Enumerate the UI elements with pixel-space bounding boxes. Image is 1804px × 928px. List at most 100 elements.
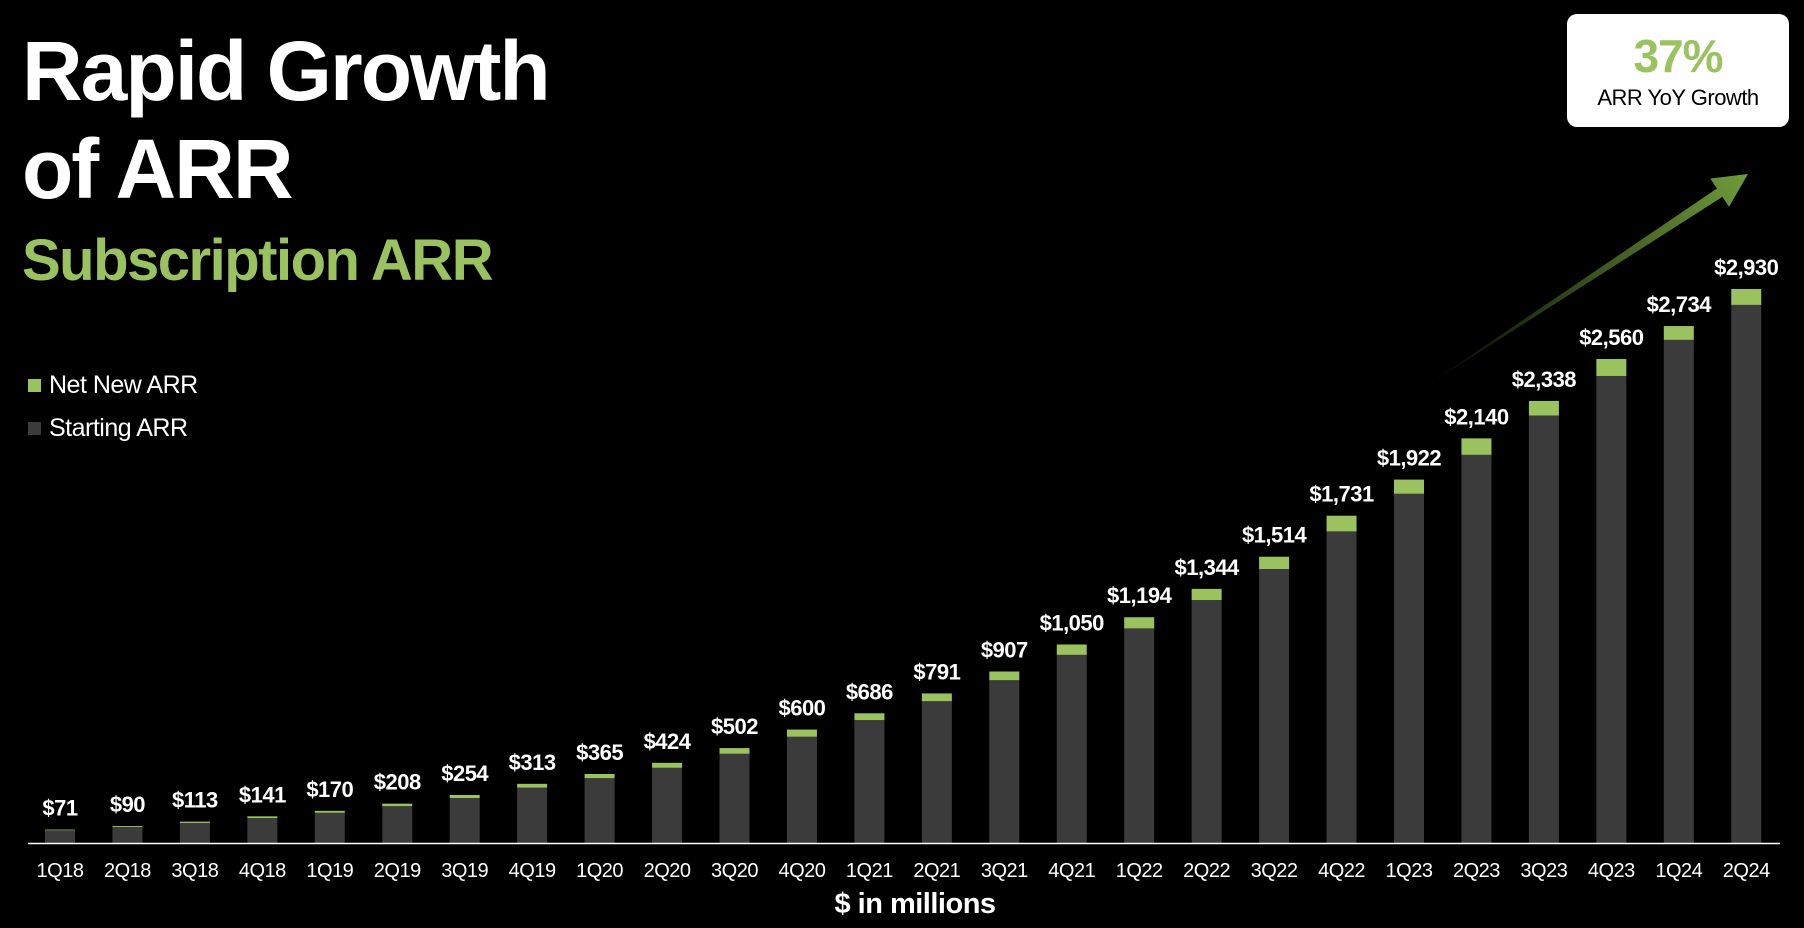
- value-label-1q21: $686: [846, 679, 893, 704]
- x-tick-label-1q20: 1Q20: [576, 860, 623, 882]
- bar-starting-3q21: [989, 680, 1020, 843]
- bar-starting-4q22: [1326, 531, 1357, 843]
- x-tick-label-3q20: 3Q20: [711, 860, 758, 882]
- value-label-4q19: $313: [509, 750, 556, 775]
- bar-net-new-2q22: [1191, 588, 1222, 601]
- bar-starting-1q19: [314, 812, 345, 843]
- bar-net-new-1q20: [584, 773, 615, 779]
- bar-starting-2q21: [921, 701, 952, 843]
- growth-badge-value: 37%: [1633, 29, 1723, 82]
- value-label-1q20: $365: [576, 740, 623, 765]
- x-tick-label-2q22: 2Q22: [1183, 860, 1230, 882]
- bar-starting-2q20: [652, 767, 683, 843]
- value-label-1q23: $1,922: [1377, 446, 1442, 471]
- bar-starting-2q24: [1731, 304, 1762, 844]
- x-tick-label-2q24: 2Q24: [1723, 860, 1770, 882]
- x-tick-label-4q18: 4Q18: [239, 860, 286, 882]
- x-tick-label-4q22: 4Q22: [1318, 860, 1365, 882]
- bar-starting-1q23: [1394, 493, 1424, 843]
- x-tick-label-4q21: 4Q21: [1048, 860, 1095, 882]
- value-label-2q18: $90: [110, 792, 145, 817]
- bar-starting-2q19: [382, 806, 413, 843]
- bar-net-new-1q24: [1663, 326, 1694, 340]
- bar-starting-3q23: [1528, 415, 1559, 843]
- bar-starting-2q23: [1461, 454, 1492, 843]
- x-tick-label-3q18: 3Q18: [171, 860, 218, 882]
- legend-item-starting: Starting ARR: [28, 407, 198, 450]
- bar-starting-4q21: [1056, 654, 1087, 843]
- bar-net-new-4q18: [247, 816, 278, 819]
- bar-net-new-3q21: [989, 671, 1020, 681]
- x-tick-label-1q24: 1Q24: [1655, 860, 1702, 882]
- value-label-1q19: $170: [306, 777, 353, 802]
- x-tick-label-1q18: 1Q18: [37, 860, 84, 882]
- x-tick-label-1q22: 1Q22: [1116, 860, 1163, 882]
- bar-starting-1q21: [854, 720, 885, 843]
- page-title: Rapid Growth of ARR: [22, 22, 551, 218]
- bar-starting-3q20: [719, 753, 750, 843]
- page-subtitle: Subscription ARR: [22, 228, 494, 293]
- bar-starting-2q18: [112, 826, 143, 843]
- x-axis-unit-label: $ in millions: [834, 888, 996, 920]
- x-tick-label-4q20: 4Q20: [778, 860, 825, 882]
- x-tick-label-3q19: 3Q19: [441, 860, 488, 882]
- bar-net-new-3q22: [1259, 556, 1290, 570]
- bar-starting-1q22: [1124, 628, 1155, 843]
- growth-trend-arrow: [1420, 174, 1748, 390]
- value-label-2q22: $1,344: [1175, 555, 1241, 580]
- legend-label-starting: Starting ARR: [49, 414, 188, 442]
- title-line-2: of ARR: [22, 122, 293, 216]
- bar-net-new-4q19: [517, 783, 548, 788]
- bar-starting-4q18: [247, 818, 278, 843]
- value-label-3q23: $2,338: [1512, 367, 1577, 392]
- x-tick-label-4q19: 4Q19: [509, 860, 556, 882]
- growth-arrow-icon: [1420, 174, 1748, 390]
- bar-starting-3q18: [179, 822, 210, 843]
- value-label-1q18: $71: [42, 796, 77, 821]
- value-label-4q21: $1,050: [1040, 610, 1105, 635]
- bar-net-new-2q24: [1731, 289, 1762, 305]
- x-tick-label-4q23: 4Q23: [1588, 860, 1635, 882]
- value-label-3q21: $907: [981, 638, 1028, 663]
- bar-net-new-2q21: [921, 693, 952, 702]
- x-tick-label-2q23: 2Q23: [1453, 860, 1500, 882]
- bar-net-new-4q21: [1056, 644, 1087, 655]
- chart-legend: Net New ARR Starting ARR: [28, 364, 198, 450]
- value-label-4q22: $1,731: [1309, 482, 1374, 507]
- bar-net-new-1q22: [1124, 617, 1155, 629]
- value-label-4q23: $2,560: [1579, 325, 1644, 350]
- value-label-2q19: $208: [374, 770, 421, 795]
- value-label-3q18: $113: [172, 788, 218, 813]
- bars-group: $71 1Q18 $90 2Q18 $113 3Q18 $141 4Q18 $170 1Q19 $2…: [37, 255, 1780, 882]
- bar-net-new-1q21: [854, 713, 885, 721]
- bar-net-new-1q19: [314, 810, 345, 813]
- bar-net-new-4q22: [1326, 515, 1357, 532]
- x-tick-label-1q21: 1Q21: [846, 860, 893, 882]
- bar-starting-1q24: [1663, 339, 1694, 843]
- bar-starting-4q23: [1596, 375, 1627, 843]
- growth-badge: 37% ARR YoY Growth: [1567, 14, 1789, 127]
- bar-net-new-3q23: [1528, 400, 1559, 416]
- x-tick-label-3q21: 3Q21: [981, 860, 1028, 882]
- legend-item-net-new: Net New ARR: [28, 364, 198, 407]
- value-label-3q22: $1,514: [1242, 523, 1308, 548]
- x-tick-label-3q23: 3Q23: [1520, 860, 1567, 882]
- growth-badge-label: ARR YoY Growth: [1597, 84, 1759, 110]
- bar-net-new-4q20: [786, 729, 817, 737]
- bar-net-new-1q23: [1394, 479, 1424, 494]
- x-tick-label-2q21: 2Q21: [913, 860, 960, 882]
- value-label-2q24: $2,930: [1714, 255, 1779, 280]
- bar-net-new-3q19: [449, 794, 480, 798]
- value-label-1q22: $1,194: [1107, 583, 1173, 608]
- bar-net-new-2q18: [112, 825, 143, 827]
- title-line-1: Rapid Growth: [22, 24, 551, 118]
- x-tick-label-2q20: 2Q20: [644, 860, 691, 882]
- bar-starting-1q18: [45, 830, 75, 843]
- legend-swatch-net-new: [28, 379, 41, 392]
- x-tick-label-3q22: 3Q22: [1251, 860, 1298, 882]
- legend-label-net-new: Net New ARR: [49, 371, 198, 399]
- bar-starting-1q20: [584, 778, 615, 843]
- bar-net-new-1q18: [45, 829, 75, 831]
- bar-starting-3q22: [1259, 569, 1290, 843]
